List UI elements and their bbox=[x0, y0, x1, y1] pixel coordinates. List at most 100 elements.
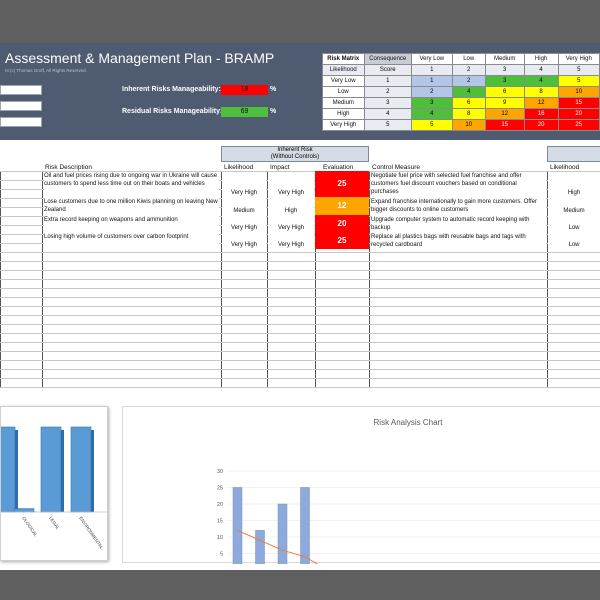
matrix-col-number: 4 bbox=[523, 64, 559, 76]
category-label: OLOGICAL bbox=[21, 516, 39, 538]
impact-cell[interactable]: High bbox=[268, 198, 314, 215]
y-tick-label: 10 bbox=[217, 535, 223, 541]
matrix-cell: 12 bbox=[484, 108, 525, 120]
category-bar-side bbox=[91, 430, 94, 512]
evaluation-score-cell[interactable]: 12 bbox=[315, 197, 369, 215]
matrix-cell: 8 bbox=[451, 108, 486, 120]
matrix-row-label: High bbox=[322, 108, 365, 120]
matrix-col-very-low: Very Low bbox=[410, 53, 453, 65]
residual-likelihood-cell[interactable]: Low bbox=[548, 233, 600, 249]
matrix-title: Risk Matrix bbox=[322, 53, 365, 65]
y-tick-label: 30 bbox=[217, 469, 223, 475]
inherent-percent-sign: % bbox=[270, 86, 277, 93]
matrix-row-label: Very Low bbox=[322, 75, 365, 87]
inherent-manageability-label: Inherent Risks Manageability: bbox=[122, 86, 221, 93]
row-divider bbox=[0, 288, 600, 289]
matrix-cell: 6 bbox=[484, 86, 525, 98]
control-measure-cell[interactable]: Expand franchise internationally to gain… bbox=[371, 198, 546, 215]
matrix-row-label: Very High bbox=[322, 119, 365, 131]
row-divider bbox=[0, 270, 600, 271]
header-banner: Assessment & Management Plan - BRAMP nt … bbox=[0, 43, 600, 140]
spreadsheet-sheet: Assessment & Management Plan - BRAMP nt … bbox=[0, 43, 600, 570]
matrix-cell: 4 bbox=[451, 86, 486, 98]
input-cell-1[interactable] bbox=[0, 85, 42, 95]
risk-description-cell[interactable]: Losing high volume of customers over car… bbox=[44, 233, 219, 249]
row-divider bbox=[0, 369, 600, 370]
matrix-cell: 15 bbox=[484, 119, 525, 131]
y-tick-label: 20 bbox=[217, 502, 223, 508]
matrix-col-number: 3 bbox=[484, 64, 525, 76]
col-header-impact: Impact bbox=[270, 164, 290, 171]
likelihood-cell[interactable]: Medium bbox=[222, 198, 266, 215]
residual-percent-sign: % bbox=[270, 108, 277, 115]
score-before-bar bbox=[255, 530, 265, 570]
input-cell-2[interactable] bbox=[0, 101, 42, 111]
risk-table: Oil and fuel prices rising due to ongoin… bbox=[0, 171, 600, 388]
row-divider bbox=[0, 387, 600, 388]
input-cell-3[interactable] bbox=[0, 117, 42, 127]
risk-analysis-chart-svg: Risk Analysis Chart051015202530123456789… bbox=[217, 418, 600, 570]
score-after-line bbox=[237, 529, 575, 570]
row-divider bbox=[0, 297, 600, 298]
matrix-cell: 3 bbox=[410, 97, 453, 109]
matrix-col-number: 2 bbox=[451, 64, 486, 76]
row-divider bbox=[0, 315, 600, 316]
risk-description-cell[interactable]: Extra record keeping on weapons and ammu… bbox=[44, 216, 219, 232]
matrix-cell: 25 bbox=[557, 119, 600, 131]
evaluation-score-cell[interactable]: 25 bbox=[315, 232, 369, 249]
inherent-risk-subtitle: (Without Controls) bbox=[270, 154, 320, 160]
residual-manageability-value[interactable]: 69 bbox=[221, 107, 268, 117]
category-bar-chart: OLOGICAL LEGAL ENVIRONMENTAL bbox=[0, 406, 109, 561]
impact-cell[interactable]: Very High bbox=[268, 216, 314, 232]
control-measure-cell[interactable]: Upgrade computer system to automatic rec… bbox=[371, 216, 546, 232]
score-before-bar bbox=[232, 487, 243, 570]
residual-manageability-label: Residual Risks Manageability: bbox=[122, 108, 223, 115]
matrix-cell: 2 bbox=[451, 75, 486, 87]
inherent-manageability-value[interactable]: 18 bbox=[221, 85, 268, 95]
matrix-col-low: Low bbox=[451, 53, 486, 65]
category-bar-side bbox=[61, 430, 64, 512]
matrix-row-number: 4 bbox=[363, 108, 412, 120]
residual-likelihood-cell[interactable]: Low bbox=[548, 216, 600, 232]
impact-cell[interactable]: Very High bbox=[268, 172, 314, 197]
matrix-cell: 10 bbox=[451, 119, 486, 131]
row-divider bbox=[0, 342, 600, 343]
risk-analysis-chart: Risk Analysis Chart051015202530123456789… bbox=[122, 406, 600, 570]
control-measure-cell[interactable]: Negotiate fuel price with selected fuel … bbox=[371, 172, 546, 197]
matrix-cell: 20 bbox=[523, 119, 559, 131]
likelihood-cell[interactable]: Very High bbox=[222, 233, 266, 249]
likelihood-cell[interactable]: Very High bbox=[222, 172, 266, 197]
col-header-control: Control Measure bbox=[372, 164, 421, 171]
matrix-cell: 8 bbox=[523, 86, 559, 98]
y-tick-label: 15 bbox=[217, 519, 223, 525]
category-label: LEGAL bbox=[48, 516, 61, 531]
matrix-row-number: 1 bbox=[363, 75, 412, 87]
inherent-risk-header: Inherent Risk (Without Controls) bbox=[221, 146, 369, 162]
control-measure-cell[interactable]: Replace all plastics bags with reusable … bbox=[371, 233, 546, 249]
impact-cell[interactable]: Very High bbox=[268, 233, 314, 249]
risk-description-cell[interactable]: Lose customers due to one million Kiwis … bbox=[44, 198, 219, 215]
matrix-col-high: High bbox=[523, 53, 559, 65]
evaluation-score-cell[interactable]: 25 bbox=[315, 171, 369, 197]
matrix-cell: 16 bbox=[523, 108, 559, 120]
matrix-likelihood-header: Likelihood bbox=[322, 64, 365, 76]
matrix-row-number: 3 bbox=[363, 97, 412, 109]
matrix-cell: 12 bbox=[523, 97, 559, 109]
page-title: Assessment & Management Plan - BRAMP bbox=[5, 50, 275, 66]
score-before-bar bbox=[300, 487, 310, 570]
y-tick-label: 5 bbox=[220, 552, 223, 558]
evaluation-score-cell[interactable]: 20 bbox=[315, 215, 369, 232]
likelihood-cell[interactable]: Very High bbox=[222, 216, 266, 232]
row-divider bbox=[0, 378, 600, 379]
matrix-col-number: 5 bbox=[557, 64, 600, 76]
row-divider bbox=[0, 261, 600, 262]
residual-likelihood-cell[interactable]: Medium bbox=[548, 198, 600, 215]
row-divider bbox=[0, 306, 600, 307]
matrix-cell: 6 bbox=[451, 97, 486, 109]
risk-description-cell[interactable]: Oil and fuel prices rising due to ongoin… bbox=[44, 172, 219, 197]
row-divider bbox=[0, 324, 600, 325]
residual-likelihood-cell[interactable]: High bbox=[548, 172, 600, 197]
matrix-cell: 20 bbox=[557, 108, 600, 120]
row-divider bbox=[0, 279, 600, 280]
score-before-bar bbox=[277, 503, 288, 570]
